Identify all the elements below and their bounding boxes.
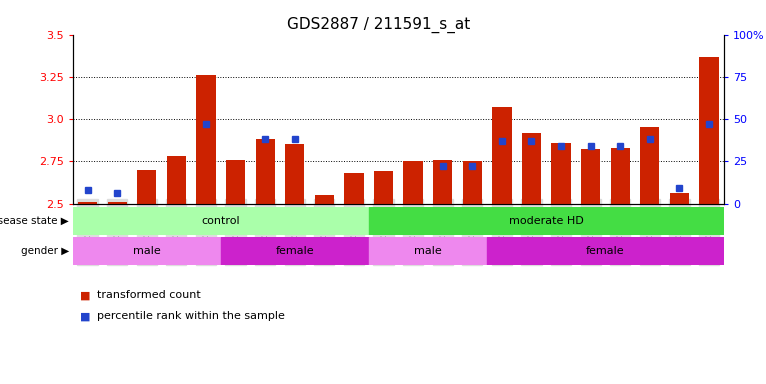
Bar [368,237,487,265]
Bar [463,161,482,204]
Text: ■: ■ [80,290,91,300]
Bar [611,148,630,204]
Bar [344,173,364,204]
Bar [433,160,453,204]
Text: moderate HD: moderate HD [509,216,584,226]
Bar [167,156,186,204]
Text: gender ▶: gender ▶ [21,246,69,256]
Text: female: female [586,246,625,256]
Bar [374,171,393,204]
Bar [221,237,368,265]
Bar [73,207,368,235]
Bar [487,237,724,265]
Bar [552,143,571,204]
Bar [285,144,304,204]
Text: transformed count: transformed count [97,290,201,300]
Bar [256,139,275,204]
Bar [581,149,601,204]
Bar [73,237,221,265]
Text: male: male [414,246,442,256]
Bar [640,127,660,204]
Bar [368,207,724,235]
Title: GDS2887 / 211591_s_at: GDS2887 / 211591_s_at [287,17,470,33]
Text: percentile rank within the sample: percentile rank within the sample [97,311,285,321]
Bar [107,202,127,204]
Bar [404,161,423,204]
Bar [493,107,512,204]
Bar [137,170,156,204]
Text: ■: ■ [80,311,91,321]
Bar [196,75,215,204]
Text: control: control [201,216,240,226]
Bar [669,194,689,204]
Text: disease state ▶: disease state ▶ [0,216,69,226]
Bar [522,132,541,204]
Text: female: female [276,246,314,256]
Bar [699,56,719,204]
Text: male: male [133,246,161,256]
Bar [78,202,97,204]
Bar [226,160,245,204]
Bar [315,195,334,204]
